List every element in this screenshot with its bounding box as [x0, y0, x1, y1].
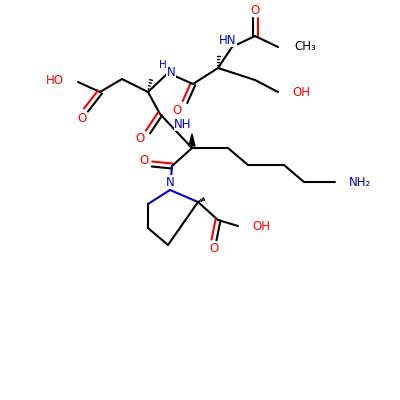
Text: HN: HN — [219, 34, 237, 46]
Text: NH: NH — [174, 118, 192, 130]
Text: O: O — [250, 4, 260, 16]
Text: O: O — [139, 154, 149, 166]
Polygon shape — [189, 134, 195, 146]
Text: OH: OH — [252, 220, 270, 232]
Text: O: O — [135, 132, 145, 144]
Text: O: O — [172, 104, 182, 116]
Text: OH: OH — [292, 86, 310, 98]
Text: O: O — [209, 242, 219, 254]
Text: CH₃: CH₃ — [294, 40, 316, 54]
Text: H: H — [159, 60, 167, 70]
Text: HO: HO — [46, 74, 64, 86]
Text: N: N — [166, 176, 174, 188]
Text: NH₂: NH₂ — [349, 176, 371, 188]
Text: O: O — [77, 112, 87, 124]
Text: N: N — [167, 66, 175, 78]
